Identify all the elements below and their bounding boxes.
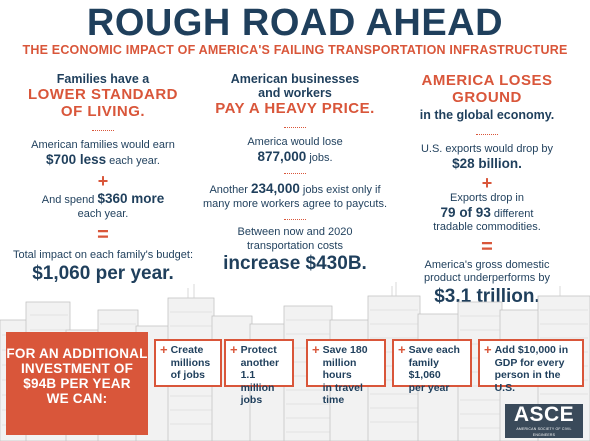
- benefit-protect-jobs: + Protect another 1.1 million jobs: [224, 339, 294, 406]
- businesses-column: American businesses and workers PAY A HE…: [200, 72, 390, 275]
- equals-sign: =: [481, 235, 493, 258]
- plus-icon: +: [230, 342, 238, 357]
- asce-logo-subtext: AMERICAN SOCIETY OF CIVIL ENGINEERS: [516, 427, 572, 437]
- spend-text: And spend $360 more each year.: [41, 191, 165, 220]
- global-economy-column: AMERICA LOSES GROUND in the global econo…: [392, 72, 582, 308]
- equals-sign: =: [97, 224, 109, 246]
- dotted-divider: [284, 127, 306, 128]
- lose-jobs-text: America would lose 877,000 jobs.: [247, 136, 343, 164]
- earn-text: American families would earn $700 less e…: [31, 139, 175, 167]
- exports-text: U.S. exports would drop by $28 billion.: [420, 143, 554, 171]
- businesses-heading-line1: American businesses: [230, 72, 360, 86]
- lower-standard-heading-line2: OF LIVING.: [60, 103, 146, 120]
- lower-standard-heading-line1: LOWER STANDARD: [27, 86, 179, 103]
- asce-logo: ASCE AMERICAN SOCIETY OF CIVIL ENGINEERS: [505, 404, 583, 438]
- families-column: Families have a LOWER STANDARD OF LIVING…: [8, 72, 198, 285]
- paycuts-text: Another 234,000 jobs exist only if many …: [202, 181, 388, 210]
- increase-value: increase $430B.: [223, 253, 367, 274]
- benefit-save-family-money: + Save each family $1,060 per year: [392, 339, 472, 394]
- commodities-text: Exports drop in 79 of 93 different trada…: [433, 192, 541, 233]
- transportation-costs-text: Between now and 2020 transportation cost…: [237, 226, 353, 252]
- page-subtitle: THE ECONOMIC IMPACT OF AMERICA'S FAILING…: [22, 43, 568, 57]
- dotted-divider: [92, 130, 114, 131]
- asce-logo-text: ASCE: [513, 403, 575, 426]
- total-impact-value: $1,060 per year.: [32, 262, 174, 284]
- dotted-divider: [284, 219, 306, 220]
- plus-sign: +: [97, 171, 109, 191]
- plus-icon: +: [160, 342, 168, 357]
- dotted-divider: [284, 173, 306, 174]
- plus-sign: +: [481, 173, 493, 193]
- total-impact-label: Total impact on each family's budget:: [12, 249, 194, 261]
- investment-callout-line3: $94B PER YEAR: [23, 376, 131, 391]
- businesses-heading-line2: and workers: [258, 86, 332, 100]
- page-title: ROUGH ROAD AHEAD: [86, 2, 504, 44]
- gdp-value: $3.1 trillion.: [434, 285, 540, 307]
- investment-callout: FOR AN ADDITIONAL INVESTMENT OF $94B PER…: [6, 332, 148, 435]
- benefit-create-jobs: + Create millions of jobs: [154, 339, 222, 387]
- global-economy-heading: in the global economy.: [419, 108, 555, 122]
- benefit-save-time: + Save 180 million hours in travel time: [306, 339, 386, 406]
- plus-icon: +: [484, 342, 492, 357]
- loses-ground-heading: AMERICA LOSES GROUND: [421, 72, 553, 106]
- investment-callout-line4: WE CAN:: [46, 391, 108, 406]
- investment-callout-line1: FOR AN ADDITIONAL: [6, 346, 148, 361]
- heavy-price-heading: PAY A HEAVY PRICE.: [215, 100, 375, 117]
- benefit-add-gdp: + Add $10,000 in GDP for every person in t…: [478, 339, 584, 394]
- dotted-divider: [476, 134, 498, 135]
- families-heading: Families have a: [56, 72, 150, 86]
- gdp-text: America's gross domestic product underpe…: [424, 258, 550, 285]
- plus-icon: +: [398, 342, 406, 357]
- plus-icon: +: [312, 342, 320, 357]
- investment-callout-line2: INVESTMENT OF: [20, 361, 134, 376]
